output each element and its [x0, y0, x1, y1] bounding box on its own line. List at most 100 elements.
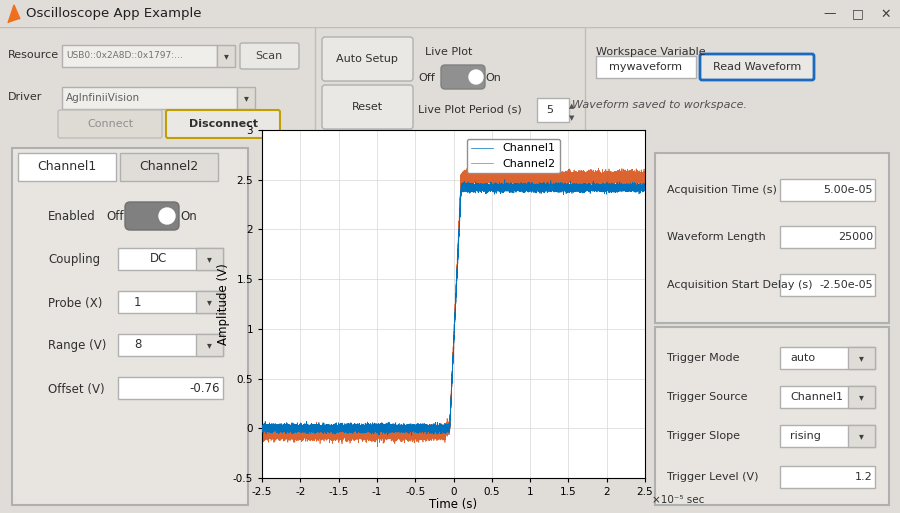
Text: ▾: ▾	[207, 254, 211, 264]
FancyBboxPatch shape	[780, 226, 875, 248]
Text: ▾: ▾	[859, 431, 863, 441]
Text: ▾: ▾	[859, 392, 863, 402]
Text: Scan: Scan	[256, 51, 283, 61]
Channel1	[572, 183, 582, 189]
FancyBboxPatch shape	[848, 386, 875, 408]
FancyBboxPatch shape	[655, 153, 889, 323]
FancyBboxPatch shape	[196, 291, 223, 313]
Text: Trigger Source: Trigger Source	[667, 392, 748, 402]
Text: -0.76: -0.76	[190, 382, 220, 394]
FancyBboxPatch shape	[125, 202, 179, 230]
Text: Trigger Slope: Trigger Slope	[667, 431, 740, 441]
Text: mywaveform: mywaveform	[609, 62, 682, 72]
FancyBboxPatch shape	[780, 466, 875, 488]
FancyBboxPatch shape	[780, 347, 875, 369]
Text: USB0::0x2A8D::0x1797:...: USB0::0x2A8D::0x1797:...	[66, 51, 183, 61]
FancyBboxPatch shape	[780, 179, 875, 201]
FancyBboxPatch shape	[596, 56, 696, 78]
Channel1	[640, 185, 651, 191]
Text: ▾: ▾	[223, 51, 229, 61]
FancyBboxPatch shape	[196, 334, 223, 356]
Text: ▾: ▾	[207, 340, 211, 350]
Text: Disconnect: Disconnect	[188, 119, 257, 129]
FancyBboxPatch shape	[848, 425, 875, 447]
Text: Resource: Resource	[8, 50, 59, 60]
Text: Range (V): Range (V)	[48, 340, 106, 352]
FancyBboxPatch shape	[780, 425, 875, 447]
Text: AgInfiniiVision: AgInfiniiVision	[66, 93, 140, 103]
Text: Trigger Mode: Trigger Mode	[667, 353, 740, 363]
Channel1	[452, 267, 463, 273]
Text: Channel1: Channel1	[38, 161, 96, 173]
Text: ▾: ▾	[207, 297, 211, 307]
Channel2	[640, 170, 651, 176]
Text: Acquisition Start Delay (s): Acquisition Start Delay (s)	[667, 280, 813, 290]
Text: rising: rising	[790, 431, 821, 441]
Text: Workspace Variable: Workspace Variable	[596, 47, 706, 57]
X-axis label: Time (s): Time (s)	[429, 499, 478, 511]
Text: Connect: Connect	[87, 119, 133, 129]
FancyBboxPatch shape	[655, 327, 889, 505]
Text: Reset: Reset	[351, 102, 382, 112]
Channel2	[256, 430, 267, 436]
Text: 1.2: 1.2	[855, 472, 873, 482]
Channel1	[500, 176, 510, 183]
FancyBboxPatch shape	[780, 386, 875, 408]
Text: Enabled: Enabled	[48, 210, 95, 224]
Text: ▾: ▾	[244, 93, 248, 103]
Text: Acquisition Time (s): Acquisition Time (s)	[667, 185, 777, 195]
Channel1	[406, 432, 417, 439]
Text: DC: DC	[150, 252, 167, 266]
Text: Live Plot Period (s): Live Plot Period (s)	[418, 105, 522, 115]
Text: Waveform saved to workspace.: Waveform saved to workspace.	[572, 100, 748, 110]
FancyBboxPatch shape	[196, 248, 223, 270]
FancyBboxPatch shape	[118, 334, 223, 356]
FancyBboxPatch shape	[62, 87, 237, 109]
Text: Waveform Length: Waveform Length	[667, 232, 766, 242]
Circle shape	[159, 208, 175, 224]
Text: -2.50e-05: -2.50e-05	[819, 280, 873, 290]
Text: Channel1: Channel1	[790, 392, 843, 402]
Text: Read Waveform: Read Waveform	[713, 62, 801, 72]
FancyBboxPatch shape	[322, 85, 413, 129]
FancyBboxPatch shape	[12, 148, 248, 505]
Channel2	[372, 444, 382, 450]
Text: ▾: ▾	[859, 353, 863, 363]
Text: Live Plot: Live Plot	[425, 47, 472, 57]
Text: Trigger Level (V): Trigger Level (V)	[667, 472, 759, 482]
Text: Coupling: Coupling	[48, 253, 100, 266]
Text: Driver: Driver	[8, 92, 42, 102]
Channel1	[259, 424, 270, 430]
Channel1	[468, 184, 479, 190]
FancyBboxPatch shape	[118, 377, 223, 399]
FancyBboxPatch shape	[18, 153, 116, 181]
FancyBboxPatch shape	[237, 87, 255, 109]
FancyBboxPatch shape	[322, 37, 413, 81]
FancyBboxPatch shape	[217, 45, 235, 67]
Channel2	[468, 175, 479, 181]
Channel2	[297, 436, 308, 442]
Channel1	[297, 425, 308, 431]
Polygon shape	[8, 5, 20, 23]
Line: Channel2: Channel2	[262, 167, 645, 447]
FancyBboxPatch shape	[848, 347, 875, 369]
FancyBboxPatch shape	[780, 274, 875, 296]
FancyBboxPatch shape	[537, 98, 569, 122]
Text: Off: Off	[418, 73, 435, 83]
FancyBboxPatch shape	[166, 110, 280, 138]
Text: □: □	[852, 8, 864, 21]
Text: ▲: ▲	[570, 103, 575, 109]
Channel1	[256, 424, 267, 430]
Text: ✕: ✕	[881, 8, 891, 21]
Legend: Channel1, Channel2: Channel1, Channel2	[467, 139, 560, 173]
Text: On: On	[180, 210, 197, 224]
FancyBboxPatch shape	[700, 54, 814, 80]
Channel2	[465, 176, 476, 183]
Text: Channel2: Channel2	[140, 161, 199, 173]
Text: Oscilloscope App Example: Oscilloscope App Example	[26, 8, 202, 21]
Y-axis label: Amplitude (V): Amplitude (V)	[217, 263, 230, 345]
Text: ×10⁻⁵ sec: ×10⁻⁵ sec	[652, 495, 705, 505]
FancyBboxPatch shape	[118, 248, 223, 270]
FancyBboxPatch shape	[120, 153, 218, 181]
Channel2	[512, 164, 523, 170]
